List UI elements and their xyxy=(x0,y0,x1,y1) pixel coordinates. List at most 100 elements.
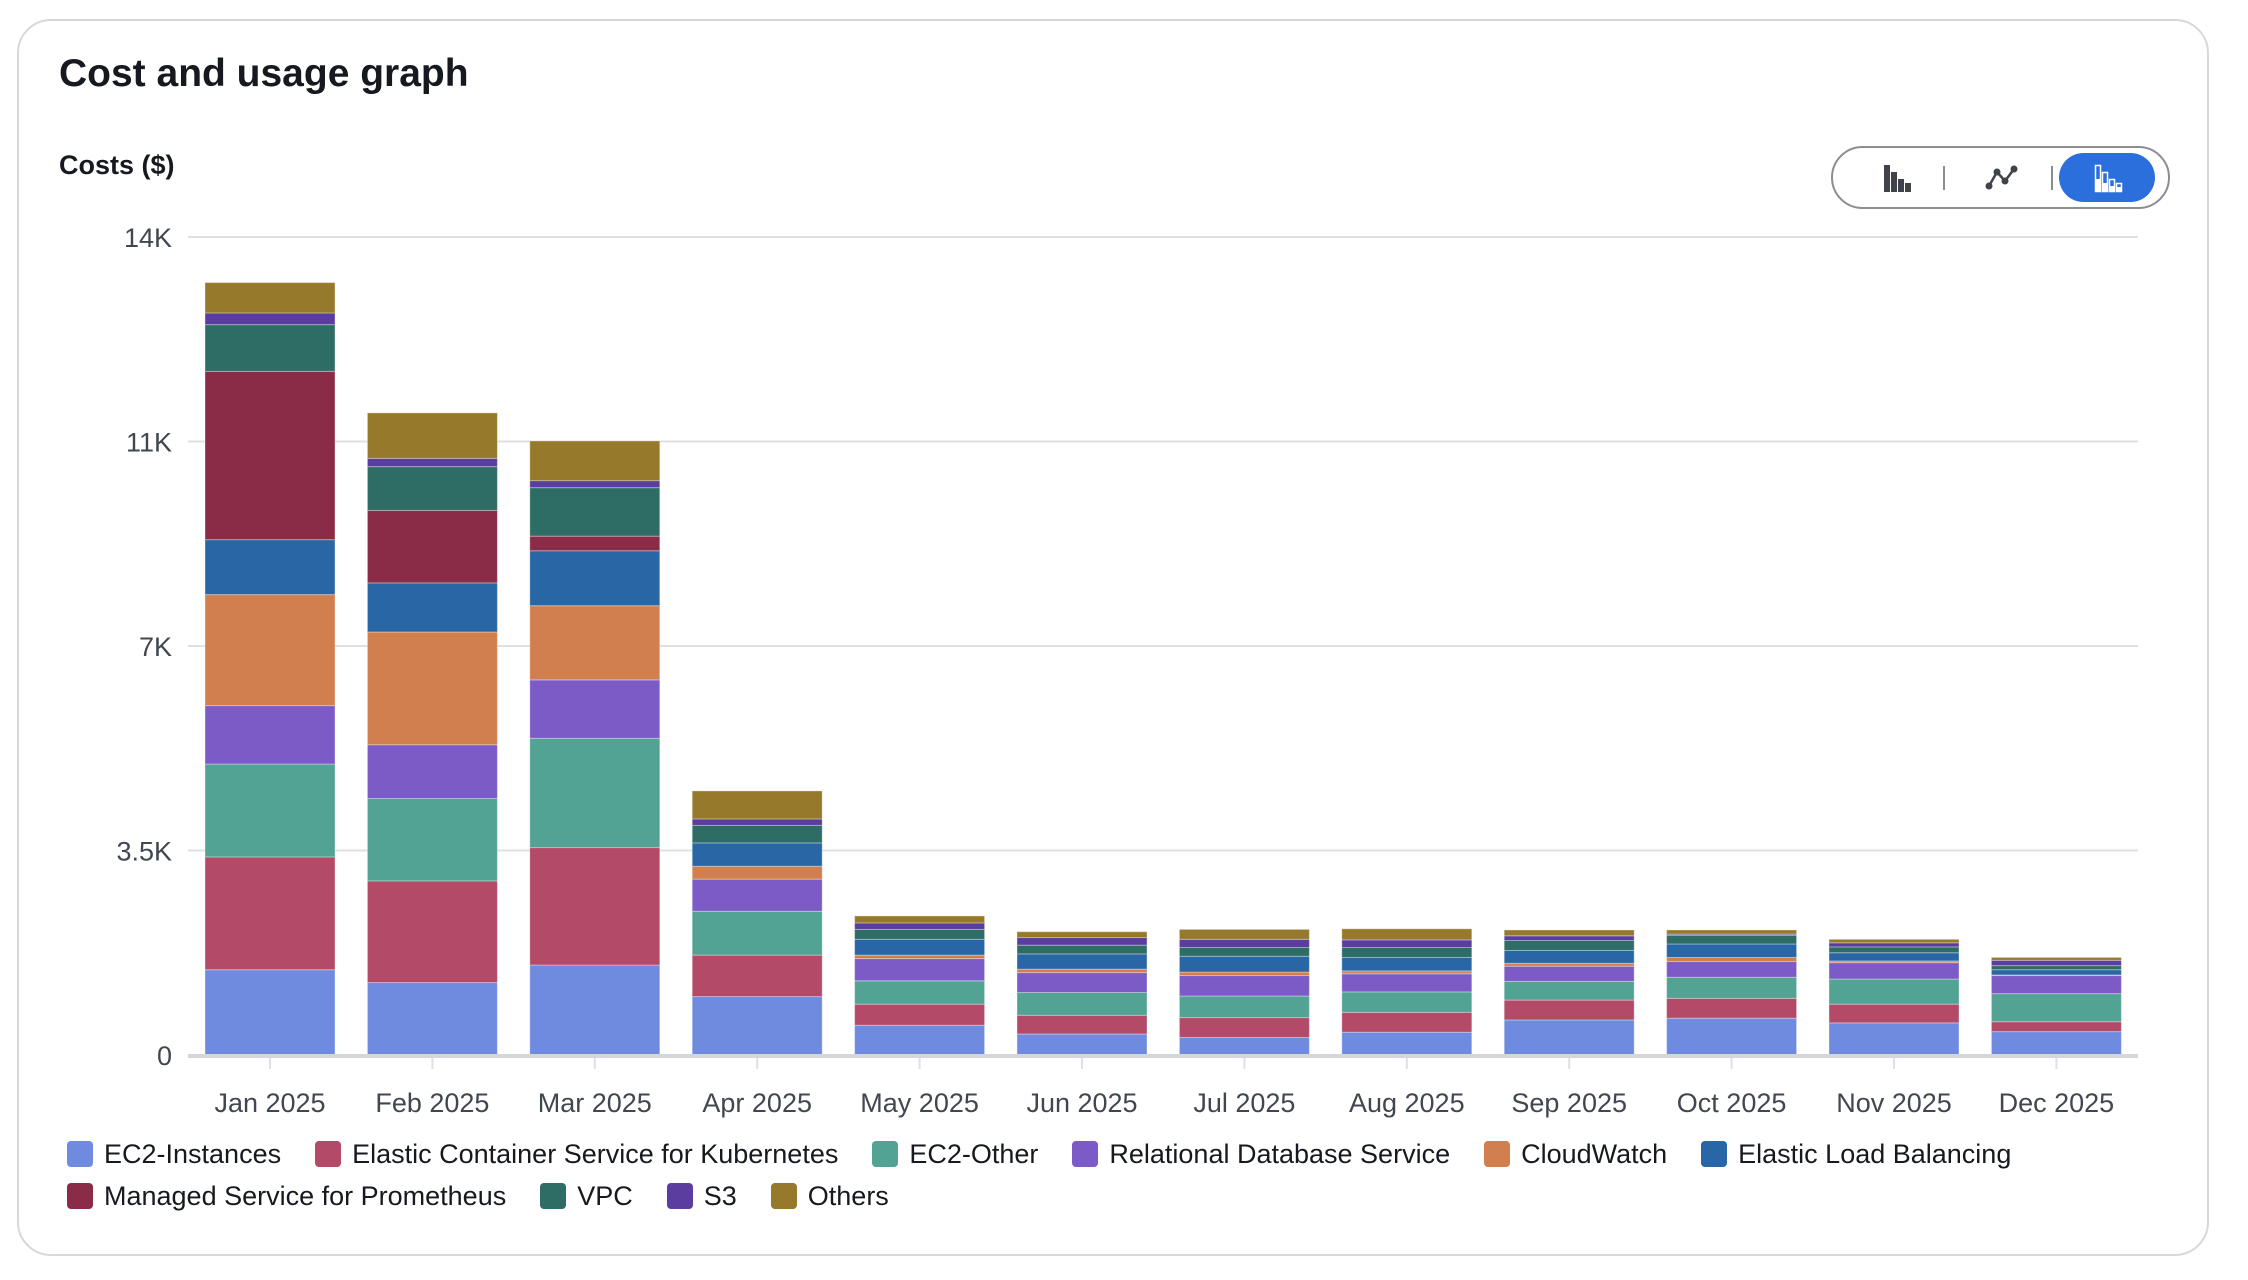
bar-segment xyxy=(366,509,498,584)
legend-item[interactable]: Elastic Container Service for Kubernetes xyxy=(315,1139,838,1169)
legend-item[interactable]: Relational Database Service xyxy=(1072,1139,1450,1169)
bar-segment xyxy=(1990,1031,2122,1056)
bar-segment xyxy=(1016,991,1148,1016)
bar-segment xyxy=(529,480,661,489)
bar-segment xyxy=(1503,929,1635,937)
bar-segment xyxy=(691,954,823,998)
legend-item[interactable]: Others xyxy=(770,1181,889,1211)
bar-segment xyxy=(1503,999,1635,1021)
x-tick-label: Jan 2025 xyxy=(214,1088,325,1118)
legend-label: CloudWatch xyxy=(1521,1138,1668,1169)
stacked-bar-chart-icon xyxy=(2094,164,2123,192)
x-tick-label: Apr 2025 xyxy=(702,1088,812,1118)
bar-segment xyxy=(529,605,661,681)
legend-label: Relational Database Service xyxy=(1109,1138,1451,1169)
bar-segment xyxy=(204,969,336,1056)
bar-segment xyxy=(204,856,336,971)
bar-segment xyxy=(1178,938,1310,948)
legend-label: VPC xyxy=(577,1180,633,1211)
legend-swatch xyxy=(540,1183,567,1209)
bar-segment xyxy=(204,370,336,541)
bar-segment xyxy=(854,928,986,940)
legend-label: EC2-Other xyxy=(909,1138,1039,1169)
bar-segment xyxy=(1503,1019,1635,1056)
bar-segment xyxy=(204,324,336,372)
bar-segment xyxy=(854,1003,986,1026)
bar-segment xyxy=(366,797,498,882)
bar-chart-button[interactable] xyxy=(1851,153,1941,202)
y-tick-label: 3.5K xyxy=(116,837,172,867)
bar-segment xyxy=(1016,931,1148,939)
y-axis-label: Costs ($) xyxy=(59,150,175,180)
toggle-divider xyxy=(1943,166,1945,190)
bar-segment xyxy=(854,980,986,1005)
bar-segment xyxy=(529,487,661,537)
bar-segment xyxy=(529,535,661,552)
bar-segment xyxy=(854,954,986,960)
bar-segment xyxy=(1990,959,2122,967)
bar-segment xyxy=(204,312,336,326)
line-chart-button[interactable] xyxy=(1957,153,2047,202)
bar-segment xyxy=(1341,928,1473,941)
bar-segment xyxy=(1178,955,1310,973)
bar-segment xyxy=(1990,993,2122,1023)
bar-segment xyxy=(1016,944,1148,955)
bar-segment xyxy=(1016,972,1148,993)
bar-segment xyxy=(1178,946,1310,957)
legend-item[interactable]: CloudWatch xyxy=(1484,1139,1667,1169)
legend-item[interactable]: VPC xyxy=(540,1181,633,1211)
bar-segment xyxy=(691,824,823,844)
bar-segment xyxy=(529,964,661,1056)
bar-segment xyxy=(1178,1017,1310,1038)
bar-segment xyxy=(1178,975,1310,997)
bar-segment xyxy=(366,457,498,468)
bar-segment xyxy=(1178,928,1310,940)
bar-segment xyxy=(366,982,498,1056)
bar-segment xyxy=(1503,939,1635,951)
bar-segment xyxy=(854,1024,986,1056)
legend-swatch xyxy=(315,1141,342,1167)
bar-segment xyxy=(1828,978,1960,1005)
bar-segment xyxy=(204,539,336,596)
bar-segment xyxy=(1178,995,1310,1019)
y-tick-label: 14K xyxy=(124,223,172,253)
bar-segment xyxy=(1503,935,1635,941)
legend-swatch xyxy=(1701,1141,1728,1167)
bar-segment xyxy=(1990,974,2122,977)
bar-segment xyxy=(854,922,986,930)
bar-segment xyxy=(1990,965,2122,971)
legend-item[interactable]: S3 xyxy=(666,1180,737,1211)
bar-segment xyxy=(1341,991,1473,1013)
bar-segment xyxy=(1016,968,1148,974)
bar-segment xyxy=(854,915,986,924)
legend-item[interactable]: EC2-Instances xyxy=(67,1139,281,1169)
stacked-bar-chart-button[interactable] xyxy=(2059,153,2155,202)
bar-segment xyxy=(1341,946,1473,958)
legend-label: S3 xyxy=(703,1180,737,1211)
bar-segment xyxy=(1016,1033,1148,1056)
bar-segment xyxy=(529,550,661,607)
bar-segment xyxy=(1341,939,1473,948)
bar-segment xyxy=(529,737,661,849)
x-tick-label: Oct 2025 xyxy=(1677,1088,1787,1118)
legend-item[interactable]: EC2-Other xyxy=(872,1139,1038,1169)
bar-segment xyxy=(1016,937,1148,946)
bar-segment xyxy=(204,594,336,707)
x-tick-label: Dec 2025 xyxy=(1999,1088,2115,1118)
legend-swatch xyxy=(67,1183,93,1209)
bar-segment xyxy=(1990,1021,2122,1033)
bar-segment xyxy=(204,282,336,314)
bar-segment xyxy=(1341,1011,1473,1033)
bar-segment xyxy=(691,910,823,956)
bar-segment xyxy=(691,790,823,820)
bar-segment xyxy=(1828,952,1960,962)
bar-segment xyxy=(529,440,661,482)
bar-segment xyxy=(1828,962,1960,980)
y-tick-label: 7K xyxy=(139,632,172,662)
legend-item[interactable]: Managed Service for Prometheus xyxy=(67,1181,506,1211)
x-tick-label: Nov 2025 xyxy=(1836,1088,1952,1118)
y-tick-label: 0 xyxy=(157,1041,172,1071)
legend-swatch xyxy=(770,1183,797,1209)
legend-item[interactable]: Elastic Load Balancing xyxy=(1701,1139,2011,1169)
legend-swatch xyxy=(666,1183,693,1209)
